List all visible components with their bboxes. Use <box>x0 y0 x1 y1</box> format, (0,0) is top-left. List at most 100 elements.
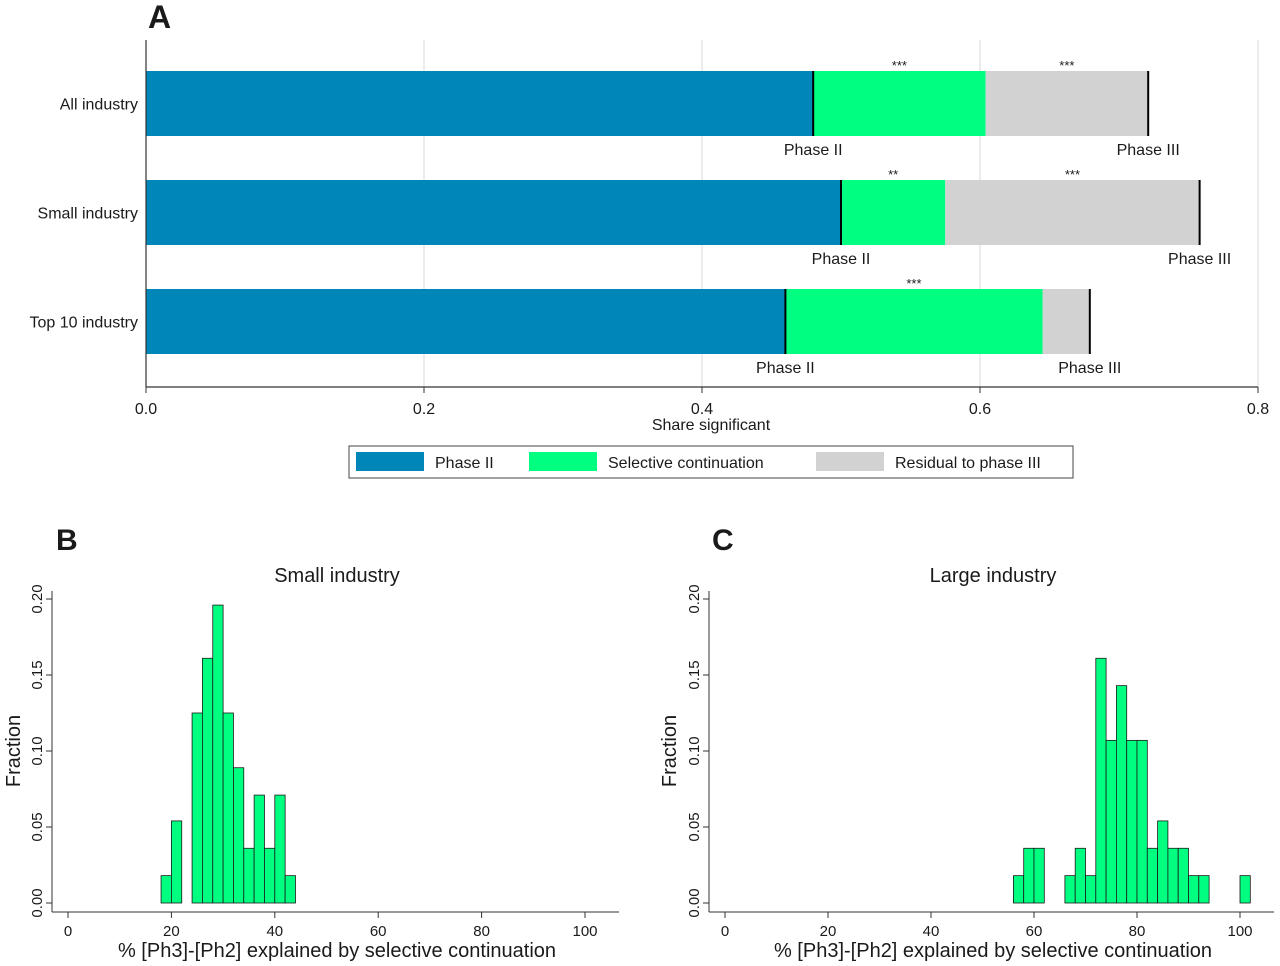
bar-small-industry-phase-ii <box>146 180 841 245</box>
panel-letter-a: A <box>148 0 171 35</box>
x-tick-label: 20 <box>163 923 180 940</box>
panel-letter-b: B <box>56 524 78 557</box>
histogram-bar <box>1095 657 1107 904</box>
x-tick-label: 80 <box>1129 923 1146 940</box>
y-tick-label: 0.00 <box>29 888 46 917</box>
histogram-bar <box>243 847 255 904</box>
histogram-bar <box>202 657 214 904</box>
x-tick-label: 40 <box>266 923 283 940</box>
y-tick-label: 0.10 <box>686 736 703 765</box>
marker-label-phase-iii: Phase III <box>1168 251 1231 268</box>
histogram-bar <box>1146 847 1159 904</box>
legend-frame <box>348 445 1074 479</box>
x-tick-label: 80 <box>473 923 490 940</box>
panel-b-y-axis-title: Fraction <box>3 715 25 787</box>
x-tick-label: 100 <box>1227 923 1252 940</box>
y-tick-label: 0.05 <box>686 812 703 841</box>
y-tick-label: 0.05 <box>29 812 46 841</box>
x-tick-label: 0.8 <box>1247 401 1269 418</box>
bar-all-industry-selective-continuation <box>813 71 986 136</box>
histogram-bar <box>191 712 203 904</box>
histogram-bar <box>233 767 245 904</box>
legend-label-selective-continuation: Selective continuation <box>608 455 764 472</box>
histogram-bar <box>1033 847 1045 904</box>
histogram-bar <box>1157 820 1169 904</box>
panel-c-x-axis-title: % [Ph3]-[Ph2] explained by selective con… <box>774 940 1212 962</box>
histogram-bar <box>264 847 276 904</box>
histogram-bar <box>1013 875 1025 904</box>
marker-label-phase-ii: Phase II <box>756 360 815 377</box>
bar-top-10-industry-residual-to-phase-iii <box>1042 289 1090 354</box>
y-tick-label: 0.15 <box>29 660 46 689</box>
marker-label-phase-iii: Phase III <box>1117 142 1180 159</box>
significance-stars: *** <box>906 276 921 291</box>
legend-swatch-selective-continuation <box>529 452 597 471</box>
legend-label-residual: Residual to phase III <box>895 455 1041 472</box>
bar-small-industry-residual-to-phase-iii <box>945 180 1200 245</box>
panel-a-axes: 0.0 0.2 0.4 0.6 0.8 <box>135 40 1269 418</box>
significance-stars: *** <box>1065 167 1080 182</box>
x-tick-label: 60 <box>1026 923 1043 940</box>
panel-c-histogram: Large industry 0 20 40 60 80 100 0.00 0.05 0.10 0… <box>659 565 1274 962</box>
panel-a-bars <box>146 71 1201 354</box>
histogram-bar <box>1085 875 1097 904</box>
x-tick-label: 0.6 <box>969 401 991 418</box>
y-tick-label: 0.10 <box>29 736 46 765</box>
histogram-bar <box>1074 847 1086 904</box>
histogram-bar <box>1167 847 1179 904</box>
histogram-bar <box>1105 739 1117 904</box>
y-tick-label: 0.20 <box>29 584 46 613</box>
histogram-bar <box>1126 739 1138 904</box>
panel-b-histogram: Small industry 0 20 40 60 80 1000.000.050.100… <box>3 565 619 962</box>
category-label-small-industry: Small industry <box>38 206 138 223</box>
panel-a-x-axis-title: Share significant <box>652 417 771 434</box>
panel-a-stacked-bar-chart: 0.0 0.2 0.4 0.6 0.8 All industry Phase II Phas… <box>29 40 1269 479</box>
panel-letter-c: C <box>712 524 734 557</box>
marker-label-phase-iii: Phase III <box>1058 360 1121 377</box>
panel-b-x-axis-title: % [Ph3]-[Ph2] explained by selective con… <box>118 940 556 962</box>
category-label-all-industry: All industry <box>60 97 138 114</box>
panel-c-axes: 0 20 40 60 80 100 0.00 0.05 0.10 0.15 0.20 <box>686 584 1274 940</box>
legend-swatch-residual <box>816 452 884 471</box>
bar-small-industry-selective-continuation <box>841 180 946 245</box>
panel-b-title: Small industry <box>274 565 400 587</box>
bar-top-10-industry-selective-continuation <box>785 289 1043 354</box>
histogram-bar <box>212 604 224 904</box>
histogram-bar <box>160 875 172 904</box>
x-tick-label: 0 <box>721 923 729 940</box>
histogram-bar <box>1116 685 1128 904</box>
histogram-bar <box>170 820 183 904</box>
histogram-bar <box>1239 875 1251 904</box>
panel-c-y-axis-title: Fraction <box>659 715 681 787</box>
y-tick-label: 0.20 <box>686 584 703 613</box>
bar-top-10-industry-phase-ii <box>146 289 786 354</box>
category-label-top-10-industry: Top 10 industry <box>29 315 138 332</box>
legend-swatch-phase-ii <box>356 452 424 471</box>
bar-all-industry-residual-to-phase-iii <box>985 71 1149 136</box>
x-tick-label: 60 <box>370 923 387 940</box>
histogram-bar <box>1023 847 1035 904</box>
panel-c-title: Large industry <box>930 565 1057 587</box>
panel-a-legend: Phase II Selective continuation Residual… <box>348 445 1074 479</box>
histogram-bar <box>1136 739 1148 904</box>
y-tick-label: 0.00 <box>686 888 703 917</box>
panel-c-bars <box>1013 657 1251 904</box>
histogram-bar <box>222 712 234 904</box>
histogram-bar <box>274 794 286 904</box>
x-tick-label: 0 <box>64 923 72 940</box>
significance-stars: *** <box>892 58 907 73</box>
significance-stars: ** <box>888 167 898 182</box>
x-tick-label: 0.2 <box>413 401 435 418</box>
bar-all-industry-phase-ii <box>146 71 814 136</box>
significance-stars: *** <box>1059 58 1074 73</box>
panel-b-axes: 0 20 40 60 80 100 0.00 0.05 0.10 0.15 0.20 <box>29 584 619 940</box>
histogram-bar <box>1198 875 1210 904</box>
x-tick-label: 40 <box>923 923 940 940</box>
x-tick-label: 20 <box>820 923 837 940</box>
x-tick-label: 0.4 <box>691 401 713 418</box>
histogram-bar <box>1064 875 1076 904</box>
marker-label-phase-ii: Phase II <box>784 142 843 159</box>
x-tick-label: 0.0 <box>135 401 157 418</box>
panel-a-labels: All industry Phase II Phase III *** *** Small… <box>29 58 1231 377</box>
